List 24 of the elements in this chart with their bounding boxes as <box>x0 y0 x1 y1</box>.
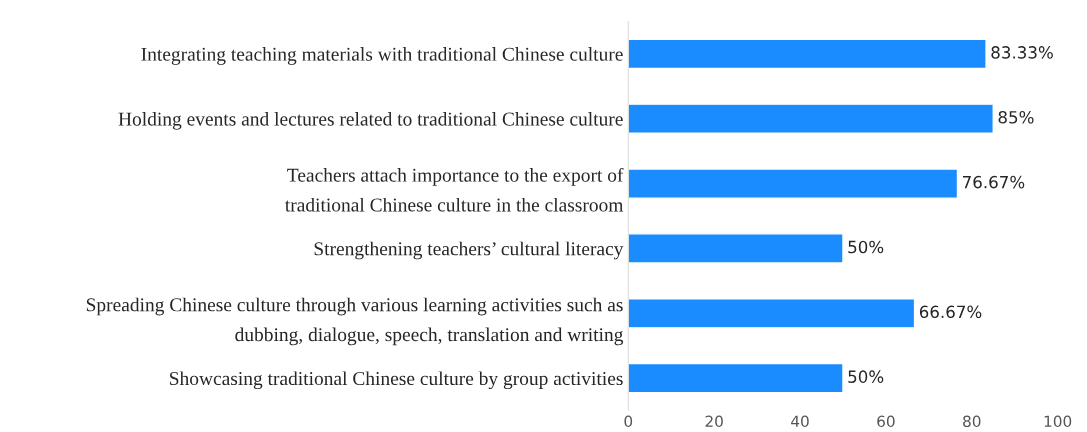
y-tick-label: Strengthening teachers’ cultural literacy <box>314 241 624 260</box>
bar <box>628 38 987 70</box>
data-label: 83.33% <box>991 46 1053 59</box>
x-tick-label: 40 <box>791 415 809 428</box>
x-tick-label: 80 <box>963 415 981 428</box>
y-tick-label: Teachers attach importance to the export of traditional Chinese culture in the classroom <box>285 167 624 212</box>
x-tick-label: 60 <box>877 415 895 428</box>
x-tick-label: 100 <box>1044 415 1072 428</box>
y-tick-label: Integrating teaching materials with traditional Chinese culture <box>141 47 623 65</box>
data-label: 85% <box>998 110 1034 124</box>
data-label: 50% <box>848 240 884 254</box>
bar <box>628 362 844 394</box>
data-label: 76.67% <box>963 175 1025 189</box>
bar <box>628 168 959 199</box>
data-label: 66.67% <box>919 305 982 319</box>
y-tick-label: Holding events and lectures related to traditional Chinese culture <box>118 111 623 130</box>
y-tick-label: Spreading Chinese culture through various learning activities such as dubbing, dialogue, speech, translation and writing <box>86 297 624 346</box>
bar <box>628 297 916 329</box>
x-tick-label: 20 <box>705 415 723 428</box>
bar <box>628 233 844 264</box>
x-tick-label: 0 <box>624 415 633 428</box>
y-tick-label: Showcasing traditional Chinese culture by group activities <box>170 371 623 390</box>
bar <box>628 103 994 135</box>
data-label: 50% <box>848 370 884 383</box>
